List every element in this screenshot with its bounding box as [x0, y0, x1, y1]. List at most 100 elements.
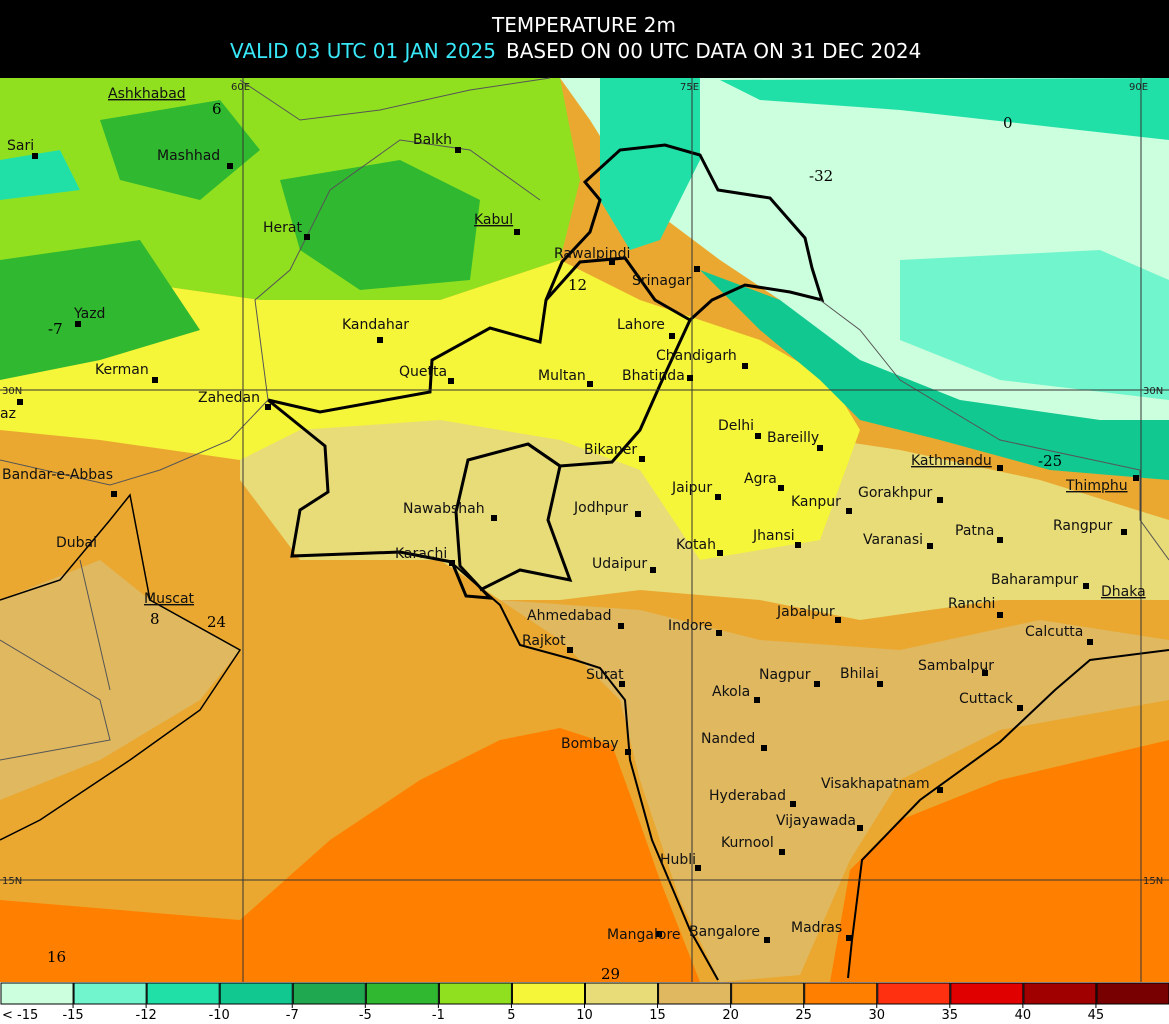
field-value: -32: [809, 167, 833, 185]
legend-swatch: [950, 982, 1024, 1005]
city-dot: [609, 259, 615, 265]
field-value: 8: [150, 610, 160, 628]
city-dot: [716, 630, 722, 636]
borders: [0, 77, 1169, 981]
legend-swatch: [511, 982, 585, 1005]
city-label: Mangalore: [607, 927, 681, 943]
field-value: 12: [568, 276, 587, 294]
legend-swatch: [146, 982, 220, 1005]
city-label: Kurnool: [721, 835, 774, 851]
city-label: Delhi: [718, 418, 754, 434]
city-dot: [635, 511, 641, 517]
city-label: Gorakhpur: [858, 485, 932, 501]
legend-swatch: [365, 982, 439, 1005]
city-label: Bareilly: [767, 430, 819, 446]
city-dot: [650, 567, 656, 573]
city-dot: [846, 935, 852, 941]
city-dot: [619, 681, 625, 687]
city-dot: [764, 937, 770, 943]
city-label: Herat: [263, 220, 302, 236]
temperature-area: [0, 150, 80, 200]
legend-swatch: [73, 982, 147, 1005]
city-label: Vijayawada: [776, 813, 856, 829]
city-label: Bandar-e-Abbas: [2, 467, 113, 483]
city-dot: [717, 550, 723, 556]
city-label: Kanpur: [791, 494, 841, 510]
city-label: Calcutta: [1025, 624, 1083, 640]
temperature-area: [720, 78, 1169, 140]
field-value: 16: [47, 948, 66, 966]
city-dot: [927, 543, 933, 549]
legend-swatch: [292, 982, 366, 1005]
city-dot: [937, 497, 943, 503]
field-value: -7: [48, 320, 63, 338]
city-dot: [997, 612, 1003, 618]
field-value: 29: [601, 965, 620, 983]
city-label: Rangpur: [1053, 518, 1113, 534]
city-label: Zahedan: [198, 390, 260, 406]
city-dot: [846, 508, 852, 514]
city-label: Jhansi: [752, 528, 795, 544]
legend-label: -5: [359, 1008, 372, 1023]
city-label: Varanasi: [863, 532, 923, 548]
legend-swatch: [219, 982, 293, 1005]
temperature-field: [0, 78, 1169, 982]
temperature-area: [500, 600, 1169, 982]
legend-label: 15: [649, 1008, 666, 1023]
field-value: 24: [207, 613, 226, 631]
city-dot: [75, 321, 81, 327]
city-label: Cuttack: [959, 691, 1014, 707]
city-dot: [795, 542, 801, 548]
city-dot: [997, 465, 1003, 471]
city-dot: [695, 865, 701, 871]
city-dot: [715, 494, 721, 500]
legend-label: -15: [62, 1008, 83, 1023]
field-value: 0: [1003, 114, 1013, 132]
city-label: Muscat: [144, 591, 195, 607]
lat-label: 15N: [2, 876, 22, 887]
city-dot: [32, 153, 38, 159]
legend-swatch: [804, 982, 878, 1005]
city-label: Srinagar: [632, 273, 691, 289]
valid-time: VALID 03 UTC 01 JAN 2025: [230, 39, 496, 63]
city-dot: [491, 515, 497, 521]
city-label: Kotah: [676, 537, 716, 553]
coastline: [451, 562, 1169, 981]
legend-label: 45: [1088, 1008, 1105, 1023]
city-label: Sambalpur: [918, 658, 994, 674]
city-label: Kabul: [474, 212, 513, 228]
grid-labels: 60E 75E 90E 30N 30N 15N 15N: [2, 82, 1163, 887]
city-label: Bhatinda: [622, 368, 685, 384]
field-value: -25: [1038, 452, 1062, 470]
legend-label: 10: [576, 1008, 593, 1023]
city-label: Akola: [712, 684, 750, 700]
legend-label: 30: [868, 1008, 885, 1023]
city-dot: [982, 670, 988, 676]
temperature-area: [830, 740, 1169, 982]
city-label: Bombay: [561, 736, 619, 752]
city-dot: [17, 399, 23, 405]
temperature-area: [280, 160, 480, 290]
city-dot: [227, 163, 233, 169]
cities: Ashkhabad Sari Mashhad Balkh Herat Kabul Yazd K…: [0, 86, 1146, 943]
city-dot: [687, 375, 693, 381]
lat-label: 15N: [1143, 876, 1163, 887]
city-label: az: [0, 406, 16, 422]
pakistan-border: [267, 143, 825, 600]
lon-label: 90E: [1129, 82, 1148, 93]
city-label: Dubai: [56, 535, 97, 551]
city-dot: [694, 266, 700, 272]
city-label: Jabalpur: [776, 604, 835, 620]
city-label: Mashhad: [157, 148, 220, 164]
city-label: Jodhpur: [573, 500, 628, 516]
city-label: Balkh: [413, 132, 452, 148]
title: TEMPERATURE 2m: [491, 13, 676, 37]
city-dot: [754, 697, 760, 703]
legend-swatch: [438, 982, 512, 1005]
city-label: Jaipur: [671, 480, 712, 496]
india-border: [479, 256, 691, 592]
city-dot: [265, 404, 271, 410]
legend-label: 40: [1015, 1008, 1032, 1023]
